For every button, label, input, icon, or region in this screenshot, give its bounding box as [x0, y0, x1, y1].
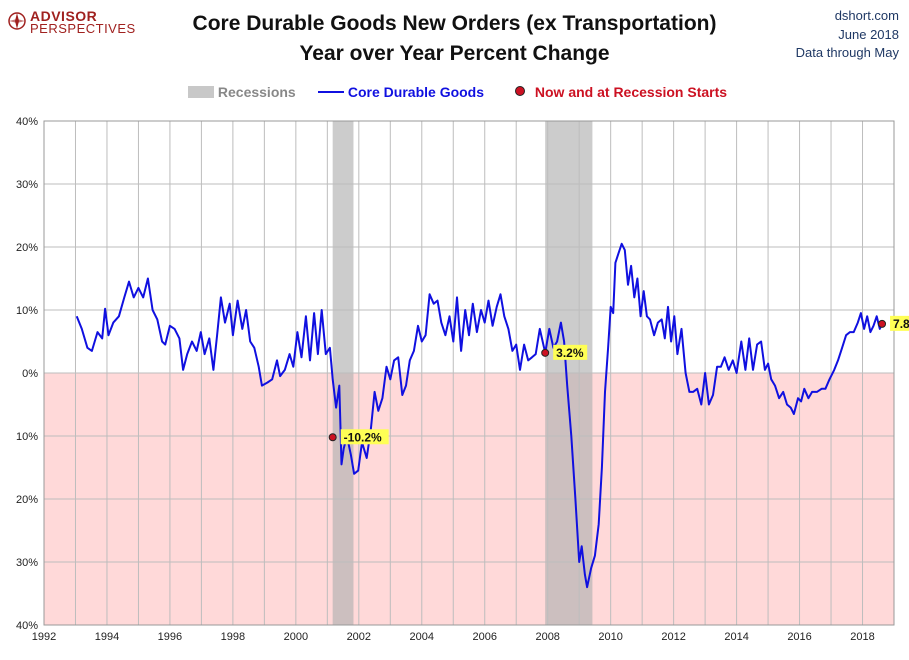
x-tick-label: 2002 — [347, 631, 371, 643]
x-tick-label: 2000 — [284, 631, 308, 643]
source-site: dshort.com — [834, 8, 899, 23]
plot-frame — [43, 120, 895, 626]
y-tick-label: 10% — [16, 431, 38, 443]
legend-marker-dot — [515, 86, 525, 96]
marker-label-bg — [553, 344, 588, 360]
legend-recession-swatch — [188, 86, 214, 98]
logo-text-line1: ADVISOR — [30, 8, 98, 24]
x-tick-label: 2010 — [598, 631, 622, 643]
legend-markers-label: Now and at Recession Starts — [534, 84, 728, 100]
series-line — [75, 242, 883, 589]
series-line-group — [75, 242, 883, 589]
marker-label-bg — [340, 429, 389, 445]
compass-logo-icon — [8, 12, 26, 30]
y-tick-label: 30% — [16, 557, 38, 569]
x-tick-label: 2016 — [787, 631, 811, 643]
x-tick-label: 2004 — [410, 631, 434, 643]
chart-subtitle: Year over Year Percent Change — [299, 42, 610, 65]
marker-label: 7.8% — [893, 317, 909, 331]
y-axis-labels: 40% 30% 20% 10% 0% 10% 20% 30% 40% — [16, 116, 38, 632]
legend-recessions-label: Recessions — [217, 84, 296, 100]
x-tick-label: 2014 — [724, 631, 748, 643]
legend-markers: Now and at Recession Starts — [515, 84, 727, 100]
marker-label-bg — [890, 315, 909, 331]
marker-dot — [541, 348, 550, 357]
x-tick-label: 1992 — [32, 631, 56, 643]
marker-dot — [328, 433, 337, 442]
legend-recessions: Recessions — [188, 84, 296, 100]
y-tick-label: 0% — [22, 368, 38, 380]
x-tick-label: 2018 — [850, 631, 874, 643]
x-axis-labels: 1992 1994 1996 1998 2000 2002 2004 2006 2008 2010… — [32, 631, 875, 643]
y-tick-label: 20% — [16, 242, 38, 254]
marker-label: 3.2% — [556, 346, 584, 360]
grid-lines — [44, 121, 894, 625]
marker-dot — [878, 319, 887, 328]
source-note: Data through May — [795, 45, 899, 60]
plot-border — [43, 120, 895, 626]
chart-title: Core Durable Goods New Orders (ex Transp… — [192, 12, 717, 35]
x-tick-label: 1996 — [158, 631, 182, 643]
source-date: June 2018 — [838, 27, 899, 42]
x-tick-label: 2006 — [472, 631, 496, 643]
legend-series-line — [318, 91, 344, 93]
y-tick-label: 40% — [16, 620, 38, 632]
x-tick-label: 1998 — [221, 631, 245, 643]
marker-group: -10.2% 3.2% 7.8% — [328, 315, 909, 445]
y-tick-label: 30% — [16, 179, 38, 191]
legend-series: Core Durable Goods — [318, 84, 484, 100]
y-tick-label: 40% — [16, 116, 38, 128]
logo-text-line2: PERSPECTIVES — [30, 21, 136, 36]
x-tick-label: 1994 — [95, 631, 119, 643]
x-tick-label: 2008 — [535, 631, 559, 643]
x-tick-label: 2012 — [661, 631, 685, 643]
y-tick-label: 20% — [16, 494, 38, 506]
marker-label: -10.2% — [344, 430, 382, 444]
legend-series-label: Core Durable Goods — [347, 84, 485, 100]
y-tick-label: 10% — [16, 305, 38, 317]
advisor-perspectives-logo: ADVISOR PERSPECTIVES — [8, 8, 138, 36]
